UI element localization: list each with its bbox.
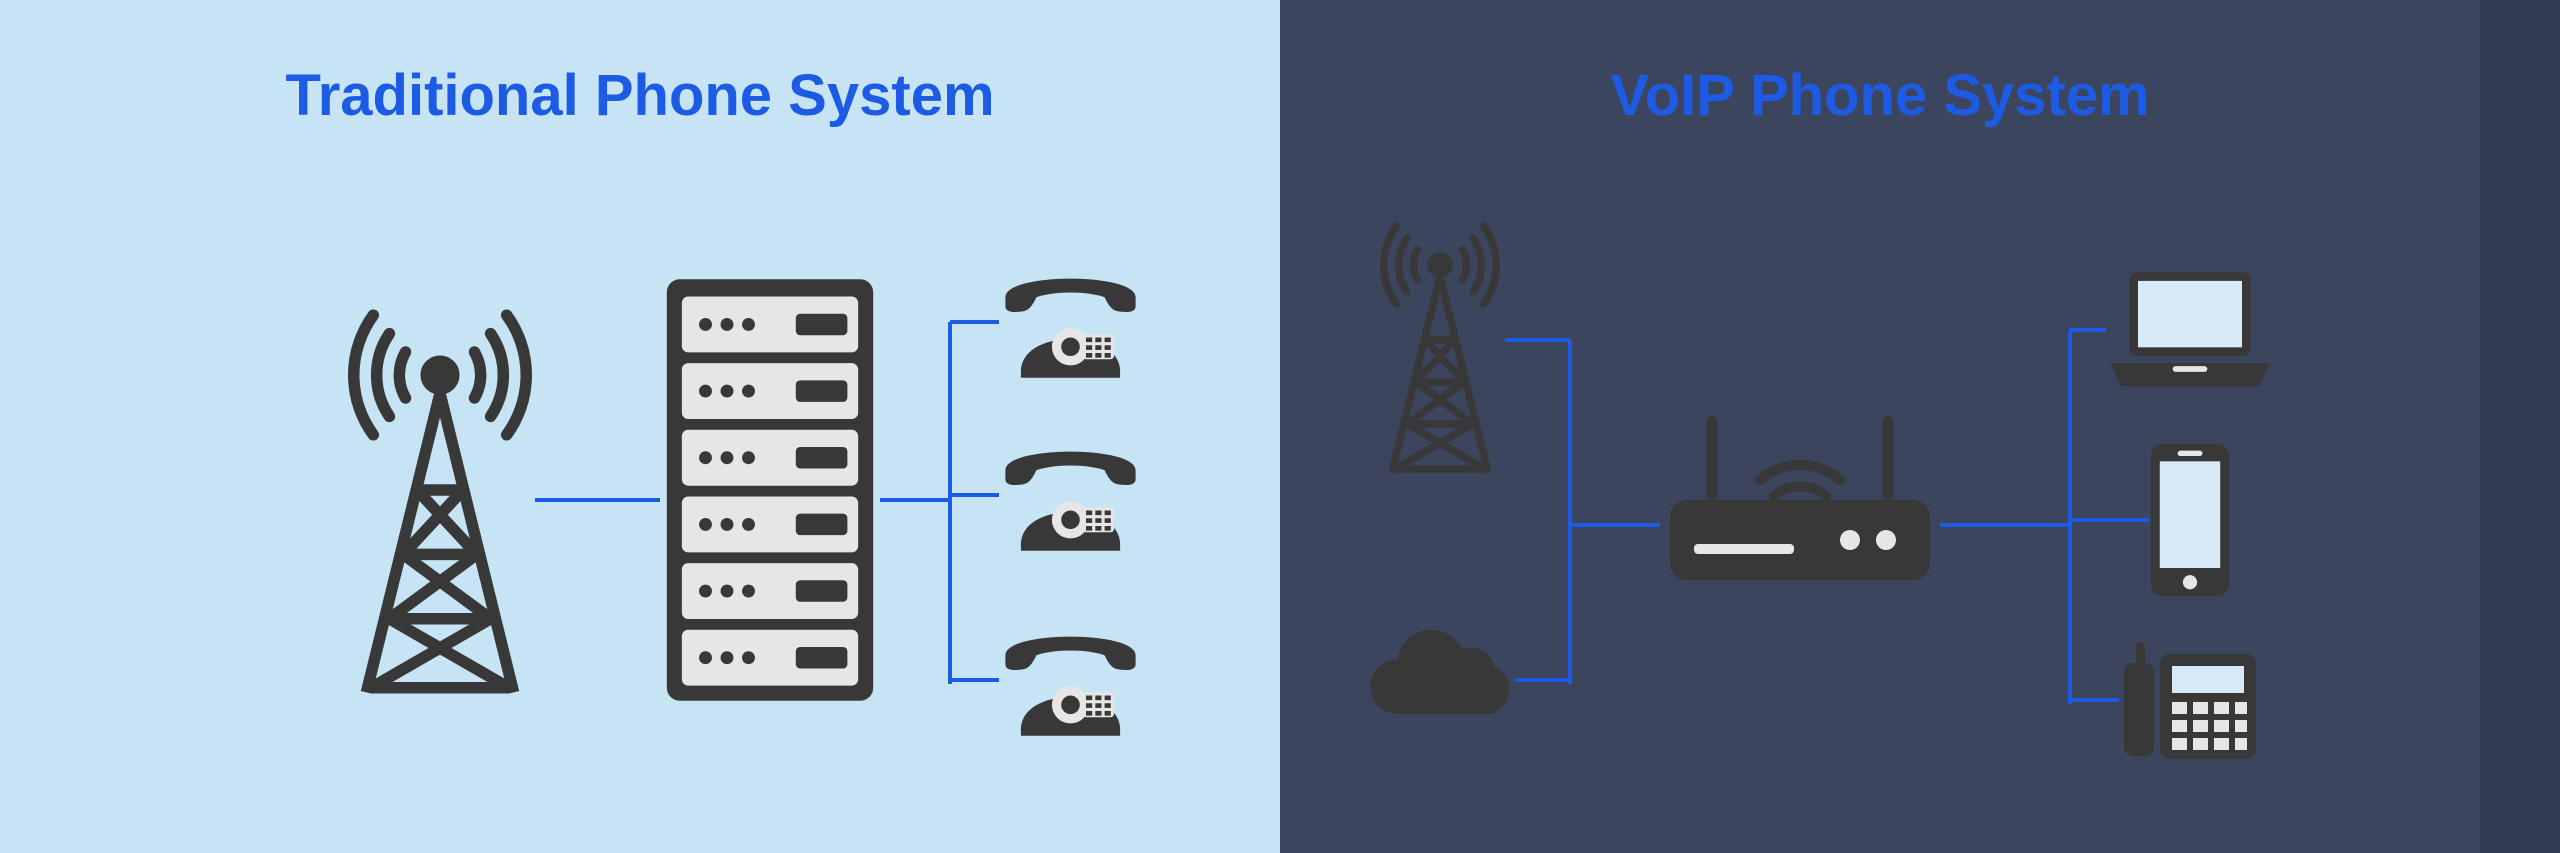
connector — [950, 678, 999, 682]
connector — [880, 498, 950, 502]
connector — [1570, 523, 1660, 527]
connector — [950, 493, 999, 497]
title-traditional: Traditional Phone System — [0, 62, 1280, 129]
connector — [1940, 523, 2070, 527]
wifi-router-icon — [1650, 400, 1950, 600]
telephone-icon — [993, 615, 1148, 745]
laptop-icon — [2100, 265, 2280, 395]
connector — [1568, 340, 1572, 684]
connector — [2068, 330, 2072, 704]
radio-tower-icon — [325, 275, 555, 705]
smartphone-icon — [2145, 440, 2235, 600]
telephone-icon — [993, 430, 1148, 560]
radio-tower-icon — [1365, 200, 1515, 480]
desk-phone-icon — [2115, 633, 2265, 768]
connector — [2070, 518, 2149, 522]
telephone-icon — [993, 257, 1148, 387]
cloud-icon — [1355, 625, 1525, 735]
right-strip — [2480, 0, 2560, 853]
diagram-canvas: Traditional Phone System VoIP Phone Syst… — [0, 0, 2560, 853]
server-rack-icon — [660, 275, 880, 705]
connector — [2070, 698, 2119, 702]
connector — [950, 320, 999, 324]
title-voip: VoIP Phone System — [1280, 62, 2480, 129]
connector — [948, 322, 952, 684]
